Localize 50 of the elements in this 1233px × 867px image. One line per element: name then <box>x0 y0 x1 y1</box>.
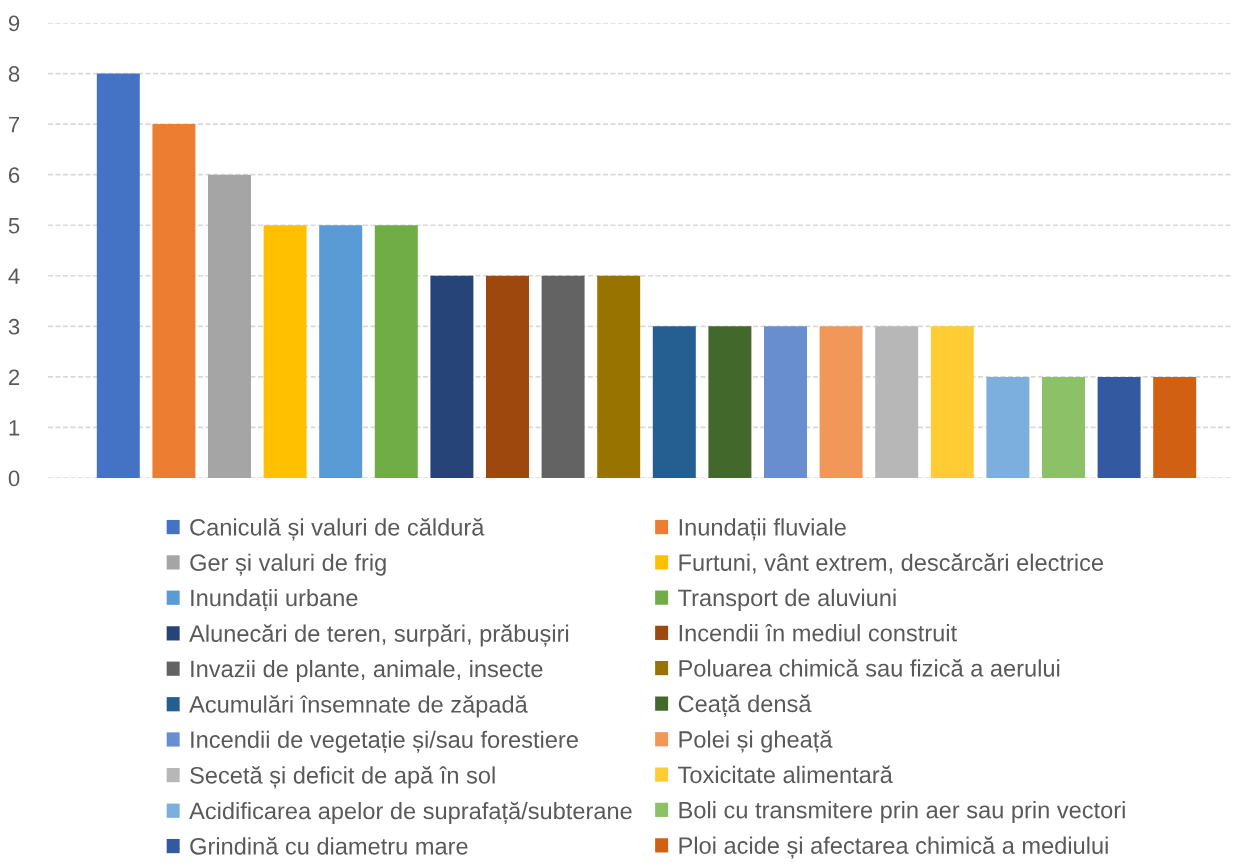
legend-label: Polei și gheață <box>679 730 833 753</box>
legend-label: Inundații urbane <box>191 588 358 612</box>
legend-label: Caniculă și valuri de căldură <box>190 518 485 541</box>
y-tick-label: 0 <box>8 470 20 487</box>
bar <box>652 326 696 478</box>
bar <box>819 326 863 478</box>
legend-label: Inundații fluviale <box>679 518 846 541</box>
legend-label: Ger și valuri de frig <box>190 553 386 576</box>
bar <box>263 225 307 478</box>
bar <box>708 326 752 478</box>
bar <box>986 376 1030 478</box>
legend-label: Transport de aluviuni <box>678 588 896 611</box>
legend-label: Ploi acide și afectarea chimică a mediului <box>679 836 1108 859</box>
legend-label: Grindină cu diametru mare <box>190 837 468 855</box>
bar <box>96 73 140 478</box>
legend-label: Acumulări însemnate de zăpadă <box>189 695 528 718</box>
y-tick-label: 1 <box>9 420 20 436</box>
bar <box>374 225 418 478</box>
bar <box>875 326 919 478</box>
y-tick-label: 5 <box>8 217 20 234</box>
bar <box>541 275 585 478</box>
bar <box>1042 376 1085 478</box>
bar <box>764 326 807 478</box>
bar <box>319 225 363 478</box>
y-tick-label: 4 <box>8 268 20 284</box>
y-tick-label: 6 <box>8 167 20 183</box>
legend-label: Invazii de plante, animale, insecte <box>191 659 543 682</box>
legend-label: Acidificarea apelor de suprafață/subterane <box>189 801 632 825</box>
legend-label: Alunecări de teren, surpări, prăbușiri <box>189 624 569 647</box>
bar <box>152 124 196 478</box>
y-tick-label: 7 <box>9 116 20 133</box>
y-tick-label: 9 <box>8 15 20 32</box>
y-tick-label: 2 <box>8 369 20 385</box>
y-tick-label: 8 <box>8 66 20 82</box>
legend-label: Poluarea chimică sau fizică a aerului <box>679 659 1060 677</box>
bar <box>1097 376 1141 478</box>
bar <box>208 174 251 478</box>
legend-label: Toxicitate alimentară <box>678 765 893 784</box>
legend-label: Incendii de vegetație și/sau forestiere <box>191 730 578 753</box>
legend-label: Boli cu transmitere prin aer sau prin vectori <box>679 801 1125 824</box>
bar <box>430 275 474 478</box>
bar <box>930 326 974 478</box>
bar <box>1153 376 1197 478</box>
legend-label: Secetă și deficit de apă în sol <box>190 766 495 789</box>
legend-label: Incendii în mediul construit <box>679 624 957 642</box>
bar <box>486 275 529 478</box>
legend-label: Furtuni, vânt extrem, descărcări electrice <box>679 553 1103 574</box>
bar <box>597 275 641 478</box>
legend-label: Ceață densă <box>678 694 812 717</box>
y-tick-label: 3 <box>8 318 20 335</box>
